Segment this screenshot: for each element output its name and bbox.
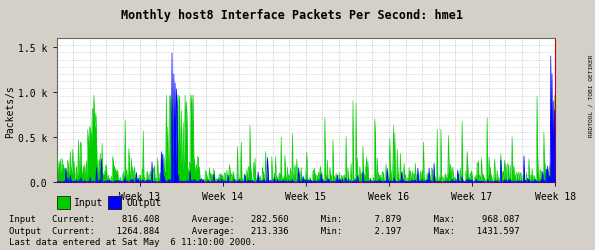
Text: Monthly host8 Interface Packets Per Second: hme1: Monthly host8 Interface Packets Per Seco…	[121, 9, 462, 22]
Text: Output  Current:    1264.884      Average:   213.336      Min:      2.197      M: Output Current: 1264.884 Average: 213.33…	[9, 226, 519, 235]
Text: RRDTOOL / TOBI OETIKER: RRDTOOL / TOBI OETIKER	[589, 54, 594, 136]
Text: Input   Current:     816.408      Average:   282.560      Min:      7.879      M: Input Current: 816.408 Average: 282.560 …	[9, 214, 519, 223]
Text: Output: Output	[126, 197, 161, 207]
Text: Last data entered at Sat May  6 11:10:00 2000.: Last data entered at Sat May 6 11:10:00 …	[9, 238, 256, 246]
Y-axis label: Packets/s: Packets/s	[5, 84, 15, 137]
Text: Input: Input	[74, 197, 104, 207]
